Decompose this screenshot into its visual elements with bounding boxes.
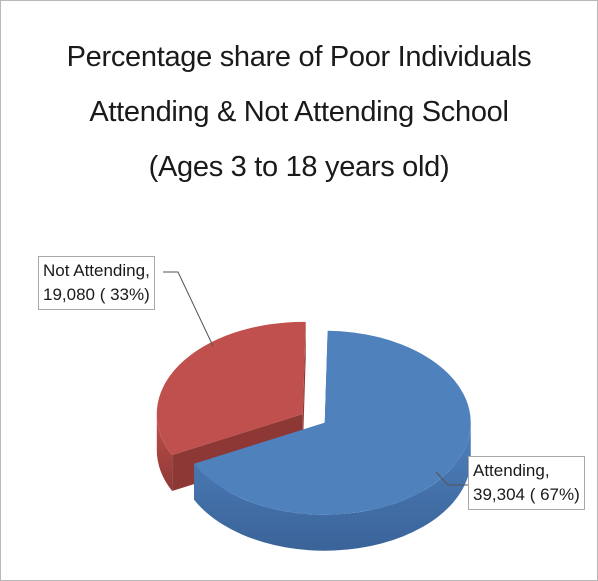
data-label-not-attending-line-1: Not Attending,	[43, 261, 150, 280]
pie-slice-attending	[194, 330, 471, 515]
chart-title: Percentage share of Poor Individuals Att…	[0, 30, 598, 195]
leader-line-attending	[435, 471, 468, 486]
pie-slice-side-attending	[194, 422, 471, 551]
chart-title-line-1: Percentage share of Poor Individuals	[66, 41, 532, 73]
data-label-attending: Attending, 39,304 ( 67%)	[468, 456, 585, 510]
chart-title-line-2: Attending & Not Attending School	[89, 96, 509, 128]
chart-title-line-3: (Ages 3 to 18 years old)	[148, 151, 450, 183]
pie-slice-side-not-attending	[156, 413, 173, 491]
data-label-not-attending-line-2: 19,080 ( 33%)	[43, 285, 150, 304]
pie-slice-not-attending	[156, 321, 306, 455]
data-label-attending-line-2: 39,304 ( 67%)	[473, 485, 580, 504]
data-label-attending-line-1: Attending,	[473, 461, 550, 480]
pie-slice-wall-not-attending	[302, 321, 306, 450]
data-label-not-attending: Not Attending, 19,080 ( 33%)	[38, 256, 155, 310]
leader-line-not-attending	[163, 271, 214, 347]
